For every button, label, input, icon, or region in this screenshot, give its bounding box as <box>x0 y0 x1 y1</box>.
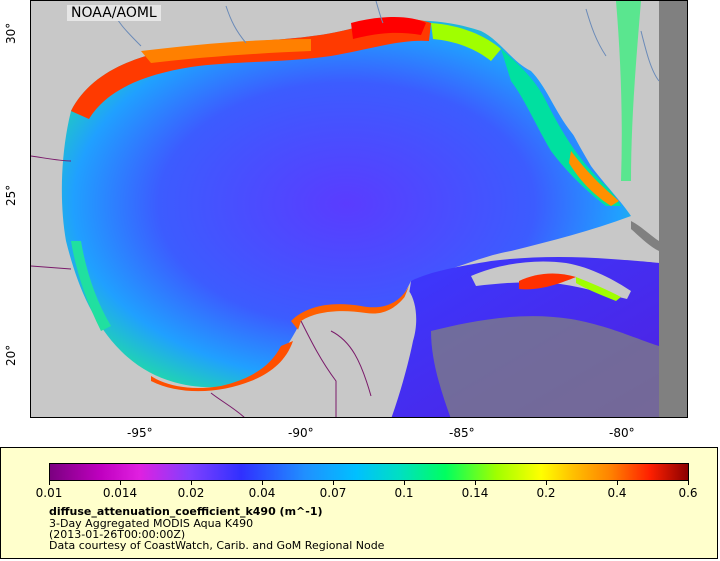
florida-shelf <box>501 49 621 206</box>
legend-panel: 0.01 0.014 0.02 0.04 0.07 0.1 0.14 0.2 0… <box>0 447 718 559</box>
scale-label: 0.4 <box>607 486 627 500</box>
lat-tick-25: 25° <box>4 184 18 206</box>
caribbean-no-data <box>431 316 659 417</box>
scale-tick-mark <box>262 481 263 485</box>
source-credit: Data courtesy of CoastWatch, Carib. and … <box>49 539 385 552</box>
scale-tick-mark <box>475 481 476 485</box>
product-name: 3-Day Aggregated MODIS Aqua K490 <box>49 517 254 530</box>
lon-tick-85: -85° <box>449 426 475 440</box>
country-borders <box>31 155 372 417</box>
scale-tick-mark <box>120 481 121 485</box>
northern-coastal-band <box>71 19 431 120</box>
lon-tick-90: -90° <box>288 426 314 440</box>
lat-tick-30: 30° <box>4 22 18 44</box>
gulf-of-mexico-map <box>31 1 687 417</box>
gulf-water <box>61 20 632 388</box>
date-label: (2013-01-26T00:00:00Z) <box>49 528 186 541</box>
color-scale-bar <box>49 463 689 481</box>
scale-tick-mark <box>404 481 405 485</box>
scale-label: 0.04 <box>248 486 276 500</box>
scale-tick-mark <box>617 481 618 485</box>
lon-tick-95: -95° <box>127 426 153 440</box>
scale-label: 0.1 <box>394 486 414 500</box>
scale-tick-mark <box>546 481 547 485</box>
scale-label: 0.07 <box>319 486 347 500</box>
campeche-shelf <box>291 286 409 336</box>
scale-label: 0.02 <box>177 486 205 500</box>
scale-label: 0.01 <box>35 486 63 500</box>
variable-name: diffuse_attenuation_coefficient_k490 (m^… <box>49 505 323 518</box>
lon-tick-80: -80° <box>609 426 635 440</box>
scale-tick-mark <box>191 481 192 485</box>
rivers <box>110 1 660 82</box>
scale-label: 0.14 <box>461 486 489 500</box>
lat-tick-20: 20° <box>4 344 18 366</box>
scale-label: 0.014 <box>102 486 138 500</box>
scale-label: 0.2 <box>536 486 556 500</box>
credit-label: NOAA/AOML <box>67 5 161 21</box>
no-data-strip <box>659 1 687 417</box>
cuba-shelf <box>519 273 576 290</box>
scale-tick-mark <box>49 481 50 485</box>
florida-land <box>501 1 659 261</box>
scale-tick-mark <box>688 481 689 485</box>
scale-label: 0.6 <box>678 486 698 500</box>
scale-tick-mark <box>333 481 334 485</box>
yucatan-land <box>184 291 417 417</box>
map-panel[interactable]: NOAA/AOML <box>30 0 688 418</box>
